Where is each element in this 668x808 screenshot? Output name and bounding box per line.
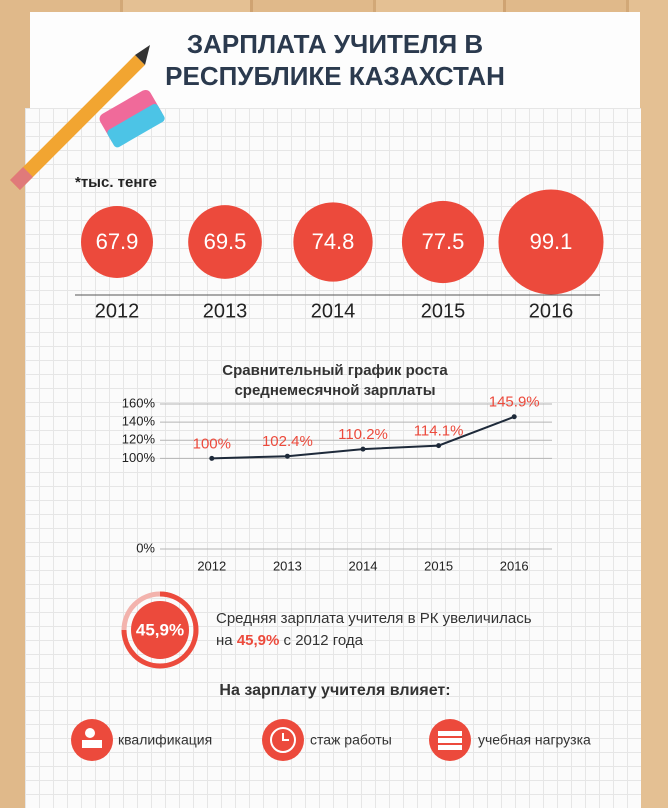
point xyxy=(436,443,442,449)
x-tick-label: 2014 xyxy=(349,558,378,573)
icons xyxy=(71,719,471,761)
text: на xyxy=(216,632,233,649)
bubble xyxy=(498,189,604,295)
bubble xyxy=(401,200,485,284)
y-tick-label: 120% xyxy=(122,432,156,447)
factors-title: На зарплату учителя влияет: xyxy=(219,682,450,699)
badge-text: 45,9% xyxy=(136,620,184,639)
unit-note: *тыс. тенге xyxy=(75,174,157,191)
value-label: 114.1% xyxy=(414,423,464,440)
title-line: РЕСПУБЛИКЕ КАЗАХСТАН xyxy=(165,61,505,91)
y-tick-label: 140% xyxy=(122,414,156,429)
highlight: 45,9% xyxy=(236,632,280,649)
bubble xyxy=(188,205,262,279)
year-label: 2013 xyxy=(203,300,248,322)
y-tick-label: 100% xyxy=(122,450,156,465)
x-tick-label: 2016 xyxy=(500,558,529,573)
y-tick-label: 0% xyxy=(136,540,155,555)
factor: квалификация xyxy=(118,732,212,748)
value-label: 110.2% xyxy=(338,426,388,443)
x-tick-label: 2015 xyxy=(424,558,453,573)
x-tick-label: 2012 xyxy=(197,558,226,573)
point xyxy=(360,446,366,452)
bubble-label: 74.8 xyxy=(312,229,355,254)
bubble-label: 77.5 xyxy=(422,229,465,254)
bubble xyxy=(293,202,373,282)
chart-title: Сравнительный график роста xyxy=(222,362,448,379)
badge: 45,9% xyxy=(121,591,199,669)
summary: Средняя зарплата учителя в РК увеличилас… xyxy=(216,608,532,652)
value-label: 145.9% xyxy=(489,394,540,411)
point xyxy=(209,455,215,461)
year-label: 2016 xyxy=(529,300,574,322)
summary-line: Средняя зарплата учителя в РК увеличилас… xyxy=(216,610,532,627)
summary-line: на 45,9% с 2012 года xyxy=(216,630,532,652)
title-line: ЗАРПЛАТА УЧИТЕЛЯ В xyxy=(187,29,483,59)
bubble-label: 67.9 xyxy=(96,229,139,254)
pencil xyxy=(10,45,165,190)
x-tick-label: 2013 xyxy=(273,558,302,573)
chart-title: среднемесячной зарплаты xyxy=(234,382,435,399)
point xyxy=(284,453,290,459)
value-label: 100% xyxy=(193,435,231,452)
bubble xyxy=(81,206,153,278)
factor: стаж работы xyxy=(310,732,392,748)
point xyxy=(511,414,517,420)
year-label: 2014 xyxy=(311,300,356,322)
value-label: 102.4% xyxy=(262,433,313,450)
year-label: 2015 xyxy=(421,300,466,322)
text: с 2012 года xyxy=(283,632,363,649)
y-tick-label: 160% xyxy=(122,395,156,410)
factor: учебная нагрузка xyxy=(478,732,591,748)
bubble-label: 99.1 xyxy=(530,229,573,254)
year-label: 2012 xyxy=(95,300,140,322)
bubble-label: 69.5 xyxy=(204,229,247,254)
